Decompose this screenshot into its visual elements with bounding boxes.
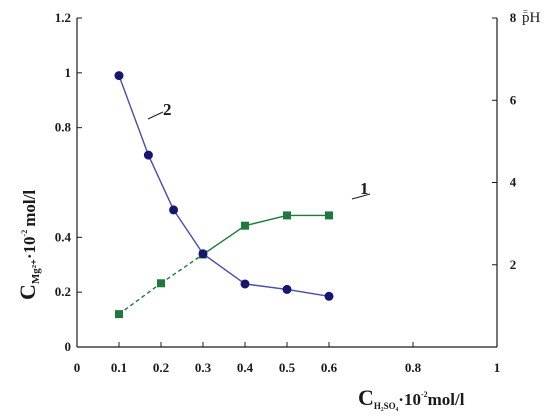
x-axis-label: CH₂SO₄·10-2mol/l — [358, 385, 465, 411]
y-axis-label-unit: mol/l — [20, 190, 39, 227]
left-y-tick-label: 0 — [65, 339, 72, 354]
right-axis-label-mark: = — [523, 7, 528, 17]
x-axis-label-base: 10 — [404, 390, 421, 409]
x-tick-label: 0.4 — [237, 360, 254, 375]
x-tick-label: 0.2 — [153, 360, 169, 375]
x-axis-label-sub: H₂SO₄ — [374, 401, 399, 411]
right-y-tick-label: 2 — [510, 257, 517, 272]
x-tick-label: 0.5 — [279, 360, 296, 375]
x-tick-label: 0.3 — [195, 360, 212, 375]
chart-ticks: 0 0.1 0.2 0.3 0.4 0.5 0.6 0.8 1 0 0.2 0.4 0.8 1 1.2 2 4 6… — [55, 10, 517, 375]
chart-series — [114, 71, 334, 319]
right-axis-label: =pH — [522, 7, 541, 26]
series-2-segment — [173, 209, 204, 255]
series-2-segment — [244, 283, 288, 291]
series-2-point — [282, 284, 292, 294]
series-1-point — [157, 279, 165, 288]
left-y-tick-label: 1.2 — [55, 10, 71, 25]
x-axis-label-main: C — [358, 385, 374, 410]
x-tick-label: 1 — [494, 360, 501, 375]
series-1-segment — [160, 253, 204, 284]
left-y-tick-label: 0.4 — [55, 229, 72, 244]
series-2-point — [143, 150, 153, 160]
series-2-point — [324, 291, 334, 301]
left-y-tick-label: 0.2 — [55, 284, 71, 299]
y-axis-label-dot: · — [20, 253, 39, 259]
right-y-tick-label: 4 — [510, 175, 517, 190]
y-axis-label-sub: Mg²⁺ — [30, 259, 42, 284]
series-1-segment — [118, 282, 162, 315]
series-1-point — [325, 211, 333, 220]
x-axis-label-exp: -2 — [421, 390, 428, 399]
y-axis-label: CMg²⁺·10-2 mol/l — [15, 190, 42, 300]
series-2-segment — [202, 253, 246, 285]
curve-label-2-leader — [147, 111, 164, 120]
series-1-segment — [202, 225, 246, 256]
left-y-tick-label: 1 — [65, 65, 72, 80]
series-2-point — [169, 205, 179, 215]
right-axis-label-main: pH — [522, 10, 541, 26]
x-axis-label-unit: mol/l — [428, 390, 465, 409]
series-1-point — [115, 310, 123, 319]
right-y-tick-label: 6 — [510, 92, 517, 107]
left-y-tick-label: 0.8 — [55, 120, 72, 135]
x-tick-label: 0.6 — [321, 360, 338, 375]
series-2-segment — [286, 288, 330, 297]
series-2-segment — [147, 154, 175, 211]
x-axis-label-dot: · — [398, 390, 404, 409]
series-2-segment — [118, 75, 150, 156]
curve-label-2: 2 — [163, 100, 172, 119]
x-tick-label: 0 — [74, 360, 81, 375]
series-1-segment — [244, 214, 288, 227]
series-1-point — [241, 221, 249, 230]
series-2-point — [240, 279, 250, 289]
y-axis-label-exp: -2 — [20, 230, 29, 237]
series-2-point — [114, 71, 124, 81]
y-axis-label-base: 10 — [20, 236, 39, 253]
x-tick-label: 0.1 — [111, 360, 127, 375]
curve-label-1: 1 — [360, 179, 369, 198]
x-tick-label: 0.8 — [405, 360, 422, 375]
y-axis-label-main: C — [15, 284, 40, 300]
chart-axes — [76, 18, 498, 348]
series-1-point — [283, 211, 291, 220]
series-2-point — [198, 249, 208, 259]
right-y-tick-label: 8 — [510, 10, 517, 25]
curve-label-1-leader — [351, 193, 371, 200]
